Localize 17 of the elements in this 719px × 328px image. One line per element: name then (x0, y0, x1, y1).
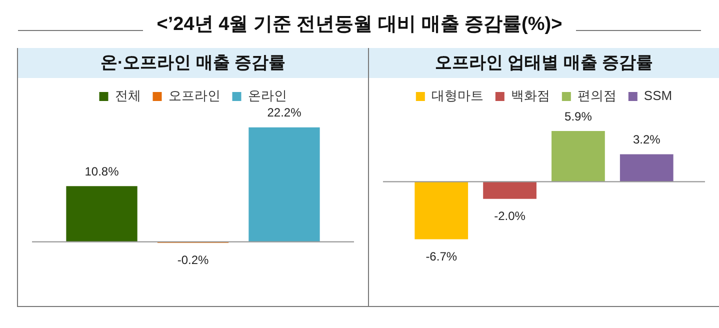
legend-label: SSM (644, 88, 672, 104)
legend-label: 온라인 (248, 88, 287, 104)
data-label: -0.2% (177, 253, 209, 268)
legend-label: 대형마트 (431, 88, 484, 104)
data-label: -6.7% (426, 250, 458, 264)
data-label: 10.8% (84, 164, 120, 178)
legend-label: 백화점 (510, 88, 550, 104)
chart-title: <’24년 4월 기준 전년동월 대비 매출 증감률(%)> (156, 13, 562, 37)
legend-label: 오프라인 (168, 88, 220, 104)
chart-subtitle: 오프라인 업태별 매출 증감률 (369, 48, 719, 78)
data-label: 3.2% (632, 132, 661, 147)
data-label: 5.9% (564, 109, 592, 124)
legend-label: 편의점 (577, 88, 616, 104)
data-label: 22.2% (267, 106, 302, 120)
legend-label: 전체 (114, 88, 141, 104)
data-label: -2.0% (494, 209, 526, 224)
chart-subtitle: 온·오프라인 매출 증감률 (18, 48, 368, 78)
